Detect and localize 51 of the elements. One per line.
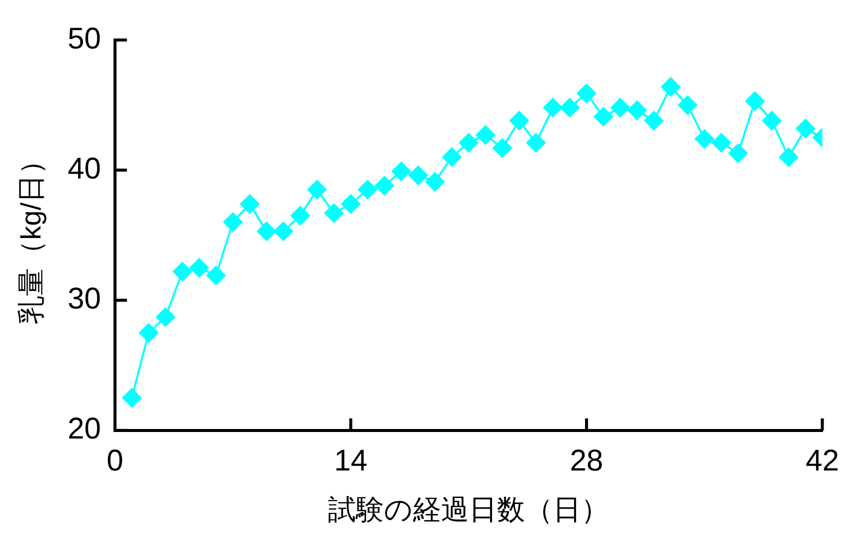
point	[172, 262, 192, 282]
point	[442, 147, 462, 168]
point	[644, 110, 664, 131]
point	[458, 132, 479, 153]
point	[307, 180, 328, 200]
point	[290, 206, 310, 226]
point	[576, 83, 597, 104]
x-tick-label: 42	[806, 444, 840, 478]
point	[778, 147, 799, 168]
y-tick-label: 50	[68, 22, 101, 56]
point	[240, 194, 260, 214]
point	[728, 143, 748, 164]
point	[206, 266, 226, 286]
point	[324, 203, 344, 224]
point	[424, 172, 445, 192]
y-tick-label: 30	[68, 282, 101, 316]
point	[762, 110, 782, 131]
point	[744, 91, 765, 112]
point	[593, 106, 614, 127]
point	[560, 98, 580, 118]
x-tick-label: 28	[570, 444, 604, 478]
point	[374, 176, 394, 196]
point	[138, 322, 159, 343]
point	[711, 132, 732, 153]
y-tick-label: 40	[68, 152, 101, 186]
point	[694, 128, 714, 149]
point	[155, 307, 176, 328]
x-tick-label: 14	[334, 444, 368, 478]
point	[509, 110, 530, 131]
point	[358, 180, 378, 200]
point	[660, 76, 681, 97]
point	[475, 125, 496, 145]
point	[795, 118, 816, 138]
x-axis-title: 試験の経過日数（日）	[328, 494, 610, 525]
point	[627, 100, 648, 120]
point	[542, 98, 563, 118]
point	[408, 165, 428, 186]
y-axis-title: 乳量（kg/日）	[16, 146, 47, 324]
point	[189, 258, 210, 278]
point	[256, 221, 277, 242]
point	[273, 221, 294, 242]
point	[492, 138, 512, 158]
point	[391, 161, 412, 182]
y-tick-label: 20	[68, 412, 101, 446]
point	[526, 132, 546, 153]
point	[122, 388, 142, 408]
point	[340, 194, 361, 214]
point	[222, 212, 243, 232]
point	[678, 95, 698, 116]
x-tick-label: 0	[106, 444, 124, 478]
point	[610, 98, 630, 118]
